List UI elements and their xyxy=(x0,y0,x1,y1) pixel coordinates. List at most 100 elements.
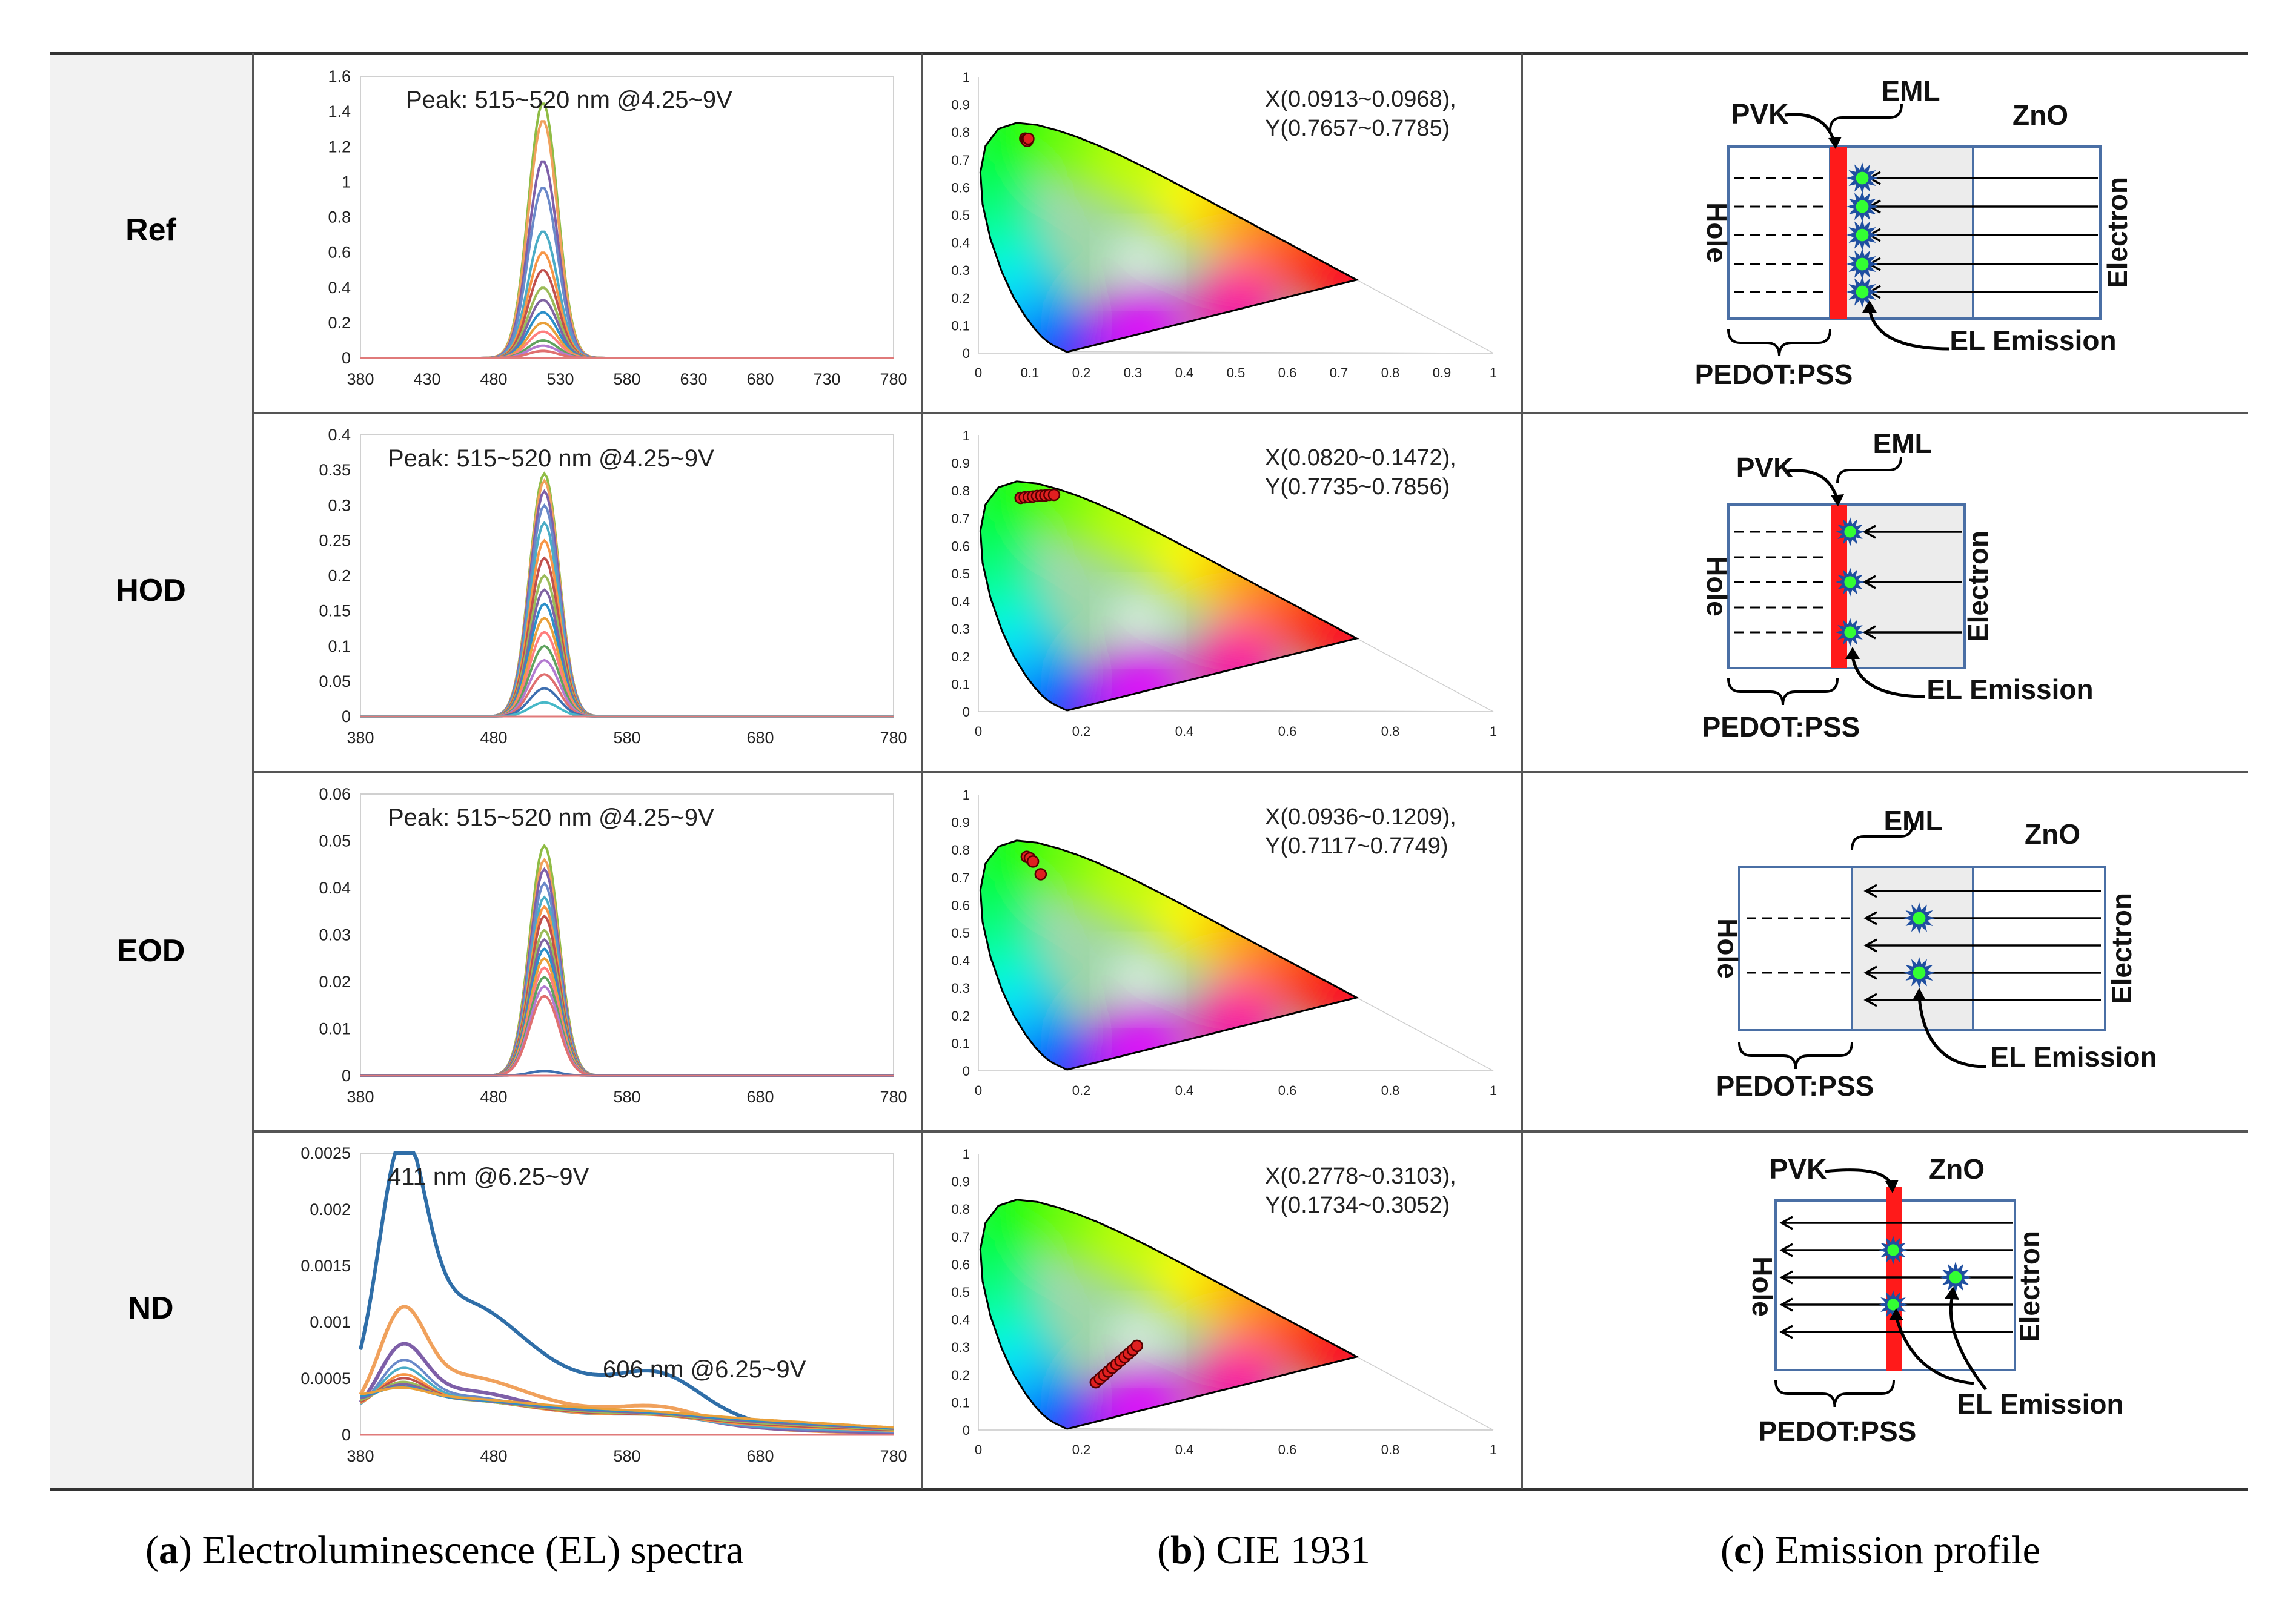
x-tick-label: 0 xyxy=(975,365,982,380)
caption-letter: a xyxy=(158,1528,179,1572)
y-tick-label: 0.15 xyxy=(319,602,351,620)
y-tick-label: 0.6 xyxy=(328,243,351,262)
y-tick-label: 0.9 xyxy=(951,1174,970,1190)
cie-data-point xyxy=(1034,868,1047,881)
y-tick-label: 0.25 xyxy=(319,531,351,549)
y-tick-label: 0.03 xyxy=(319,926,351,944)
x-tick-label: 680 xyxy=(746,370,774,388)
pvk-label: PVK xyxy=(1736,452,1794,483)
caption-letter: b xyxy=(1170,1528,1193,1572)
star-core xyxy=(1856,285,1869,299)
x-tick-label: 730 xyxy=(813,370,840,388)
x-tick-label: 480 xyxy=(480,1447,507,1465)
coordinate-x: X(0.0936~0.1209), xyxy=(1265,804,1456,830)
plot-area xyxy=(360,1153,894,1435)
emission-profile-ref: PVK EML ZnO Hole Electron PEDOT:PSS EL Emissio… xyxy=(1695,75,2133,390)
layer-brace xyxy=(1727,678,1839,706)
y-tick-label: 0.6 xyxy=(951,1257,970,1272)
hole-label: Hole xyxy=(1712,918,1744,979)
y-tick-label: 1 xyxy=(963,1147,970,1162)
arrow-head xyxy=(1863,911,1877,925)
y-tick-label: 0.2 xyxy=(951,1008,970,1024)
pedot-layer xyxy=(1727,145,1831,320)
spectral-guide xyxy=(1356,997,1494,1071)
arrow-head xyxy=(1863,938,1877,953)
y-tick-label: 0.2 xyxy=(328,314,351,332)
pvk-layer xyxy=(1886,1187,1902,1371)
arrow-head xyxy=(1779,1325,1793,1339)
spectrum-line xyxy=(360,1386,894,1429)
color-blob xyxy=(1101,1006,1186,1070)
x-tick-label: 0.4 xyxy=(1175,1083,1194,1098)
pointer-arrow xyxy=(1949,1295,1987,1391)
table-column-divider xyxy=(252,53,254,1489)
spectra-series xyxy=(359,1151,894,1435)
el-emission-label: EL Emission xyxy=(1949,325,2116,356)
emission-star xyxy=(1836,517,1865,546)
x-tick-label: 0.8 xyxy=(1381,365,1400,380)
star-core xyxy=(1913,966,1926,979)
eml-label: EML xyxy=(1881,75,1940,107)
peak-annotation: Peak: 515~520 nm @4.25~9V xyxy=(388,445,714,472)
layer-brace xyxy=(1836,456,1902,484)
x-tick-label: 0.4 xyxy=(1175,1442,1194,1457)
x-tick-label: 480 xyxy=(480,1088,507,1106)
eml-label: EML xyxy=(1873,428,1931,459)
cie-panel-eod: 0 0.1 0.2 0.3 0.4 0.5 0.6 0.7 0.8 0.9 1 0 0.2 0.4 0.6 0… xyxy=(951,787,1497,1098)
y-tick-label: 1 xyxy=(963,787,970,803)
x-tick-label: 780 xyxy=(880,370,907,388)
x-tick-label: 0 xyxy=(975,1442,982,1457)
y-tick-label: 0.4 xyxy=(951,953,970,968)
table-column-divider xyxy=(921,53,923,1489)
coordinate-y: Y(0.1734~0.3052) xyxy=(1265,1193,1450,1218)
x-tick-label: 780 xyxy=(880,1088,907,1106)
eml-label: EML xyxy=(1883,805,1942,836)
x-tick-label: 0.6 xyxy=(1278,365,1297,380)
table-row-divider xyxy=(50,1130,2248,1133)
y-tick-label: 0.001 xyxy=(310,1313,351,1331)
x-tick-label: 0.9 xyxy=(1433,365,1452,380)
x-tick-label: 380 xyxy=(347,729,374,747)
pointer-arrow-head xyxy=(1945,1286,1959,1300)
spectral-locus xyxy=(979,1199,1359,1430)
x-tick-label: 680 xyxy=(746,1447,774,1465)
zno-layer xyxy=(1972,145,2102,320)
pvk-layer xyxy=(1830,147,1847,319)
x-tick-label: 580 xyxy=(613,729,640,747)
x-tick-label: 0.6 xyxy=(1278,1442,1297,1457)
y-tick-label: 0.5 xyxy=(951,1285,970,1300)
y-tick-label: 1 xyxy=(963,428,970,443)
x-tick-label: 480 xyxy=(480,370,507,388)
y-tick-label: 0.6 xyxy=(951,538,970,554)
layer-brace xyxy=(1829,104,1903,131)
emission-star xyxy=(1879,1236,1908,1265)
color-blob xyxy=(1101,647,1186,710)
el-emission-label: EL Emission xyxy=(1990,1041,2157,1073)
pedot-label: PEDOT:PSS xyxy=(1695,359,1853,390)
electron-label: Electron xyxy=(2014,1231,2045,1342)
emission-star xyxy=(1846,219,1878,251)
el-emission-label: EL Emission xyxy=(1926,674,2093,705)
emission-star xyxy=(1836,568,1865,597)
y-tick-label: 0.0015 xyxy=(300,1257,351,1275)
x-tick-label: 0.2 xyxy=(1072,1442,1091,1457)
y-tick-label: 1.6 xyxy=(328,67,351,85)
y-tick-label: 0.5 xyxy=(951,566,970,581)
table-column-divider xyxy=(1521,53,1523,1489)
y-tick-label: 0.1 xyxy=(951,1036,970,1051)
x-tick-label: 480 xyxy=(480,729,507,747)
y-tick-label: 0.1 xyxy=(951,318,970,333)
pedot-layer xyxy=(1738,866,1853,1031)
x-tick-label: 630 xyxy=(680,370,707,388)
emission-star xyxy=(1836,618,1865,647)
y-tick-label: 0.05 xyxy=(319,672,351,690)
x-tick-label: 0.2 xyxy=(1072,1083,1091,1098)
peak-annotation: 606 nm @6.25~9V xyxy=(603,1356,806,1383)
peak-annotation: 411 nm @6.25~9V xyxy=(388,1164,589,1190)
x-tick-label: 780 xyxy=(880,1447,907,1465)
emission-profile-hod: PVK EML Hole Electron PEDOT:PSS EL Emission xyxy=(1701,428,2094,743)
cie-panel-hod: 0 0.1 0.2 0.3 0.4 0.5 0.6 0.7 0.8 0.9 1 0 0.2 0.4 0.6 0… xyxy=(951,428,1497,739)
plot-area xyxy=(360,76,894,359)
x-tick-label: 380 xyxy=(347,1447,374,1465)
emission-star xyxy=(1846,162,1878,194)
